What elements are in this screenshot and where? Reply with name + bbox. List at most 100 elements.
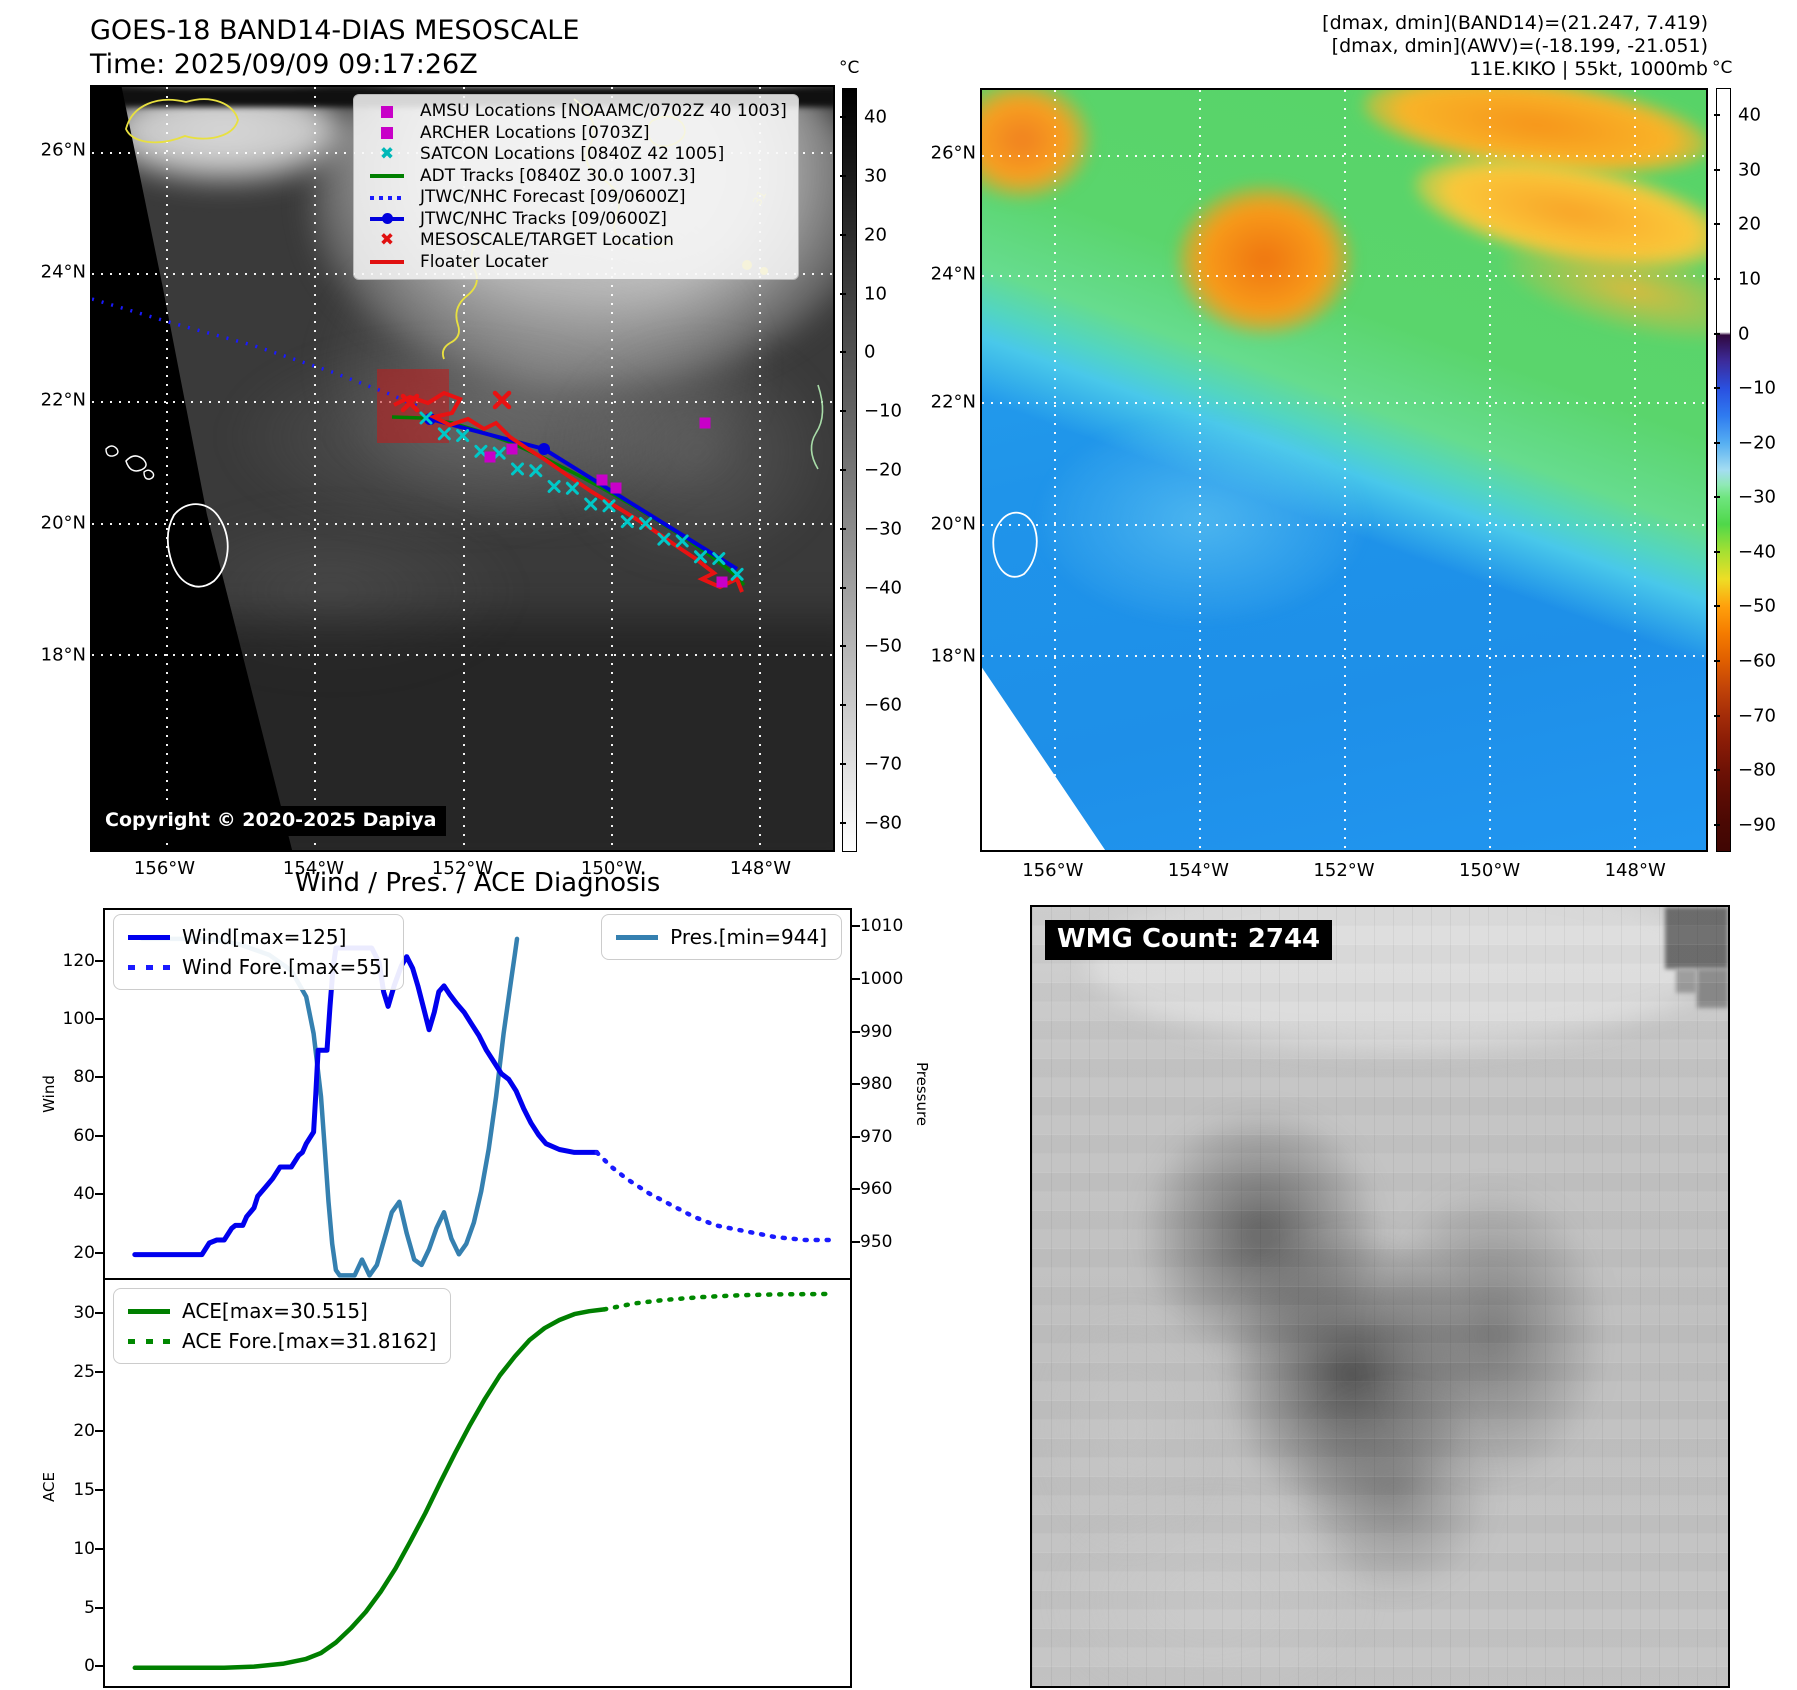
colorbar-tick-label: −60: [864, 694, 902, 716]
colorbar-tick-mark: [840, 762, 846, 765]
offgrid-corner-block: [1696, 969, 1728, 1009]
legend-item-label: ADT Tracks [0840Z 30.0 1007.3]: [420, 165, 696, 186]
colorbar-tick-label: −80: [1738, 759, 1776, 781]
axis-tick-label: 15: [73, 1479, 95, 1500]
colorbar-tick-label: 0: [1738, 323, 1750, 345]
axis-tick-mark: [95, 1371, 103, 1374]
lat-tick-label: 20°N: [40, 512, 86, 534]
colorbar-tick-label: −70: [864, 753, 902, 775]
gridline: [758, 87, 761, 850]
axis-tick-mark: [95, 1193, 103, 1196]
x-marker-icon: ✖: [379, 144, 395, 164]
lat-tick-label: 26°N: [930, 142, 976, 164]
colorbar-tick-label: −50: [1738, 595, 1776, 617]
axis-tick-label: 970: [860, 1126, 893, 1147]
axis-tick-label: 1000: [860, 968, 904, 989]
colorbar-tick-mark: [840, 469, 846, 471]
colorbar-tick-mark: [1714, 496, 1720, 499]
axis-tick-label: 990: [860, 1021, 893, 1042]
ace-legend-label: ACE[max=30.515]: [182, 1299, 368, 1323]
colorbar-tick-mark: [1714, 550, 1720, 553]
colorbar-tick-mark: [1714, 114, 1720, 117]
x-marker: [529, 464, 543, 478]
legend-item: ✖ SATCON Locations [0840Z 42 1005]: [364, 144, 788, 166]
colorbar-tick-label: 20: [1738, 213, 1761, 235]
floater-track: [393, 390, 744, 593]
satcon-markers: [419, 411, 744, 581]
colorbar-tick-mark: [840, 586, 846, 589]
amsu-archer-markers: [484, 417, 728, 588]
wind-line: [132, 945, 600, 1258]
lon-tick-label: 148°W: [1604, 860, 1666, 881]
legend-item: JTWC/NHC Forecast [09/0600Z]: [364, 187, 788, 209]
amsu-location-marker: [484, 451, 496, 463]
wind-legend-label: Wind[max=125]: [182, 925, 347, 949]
left-map-lat-axis: 26°N 24°N 22°N 20°N 18°N: [36, 85, 86, 852]
axis-tick-label: 960: [860, 1179, 893, 1200]
lat-tick-label: 24°N: [40, 261, 86, 283]
axis-tick-label: 30: [73, 1303, 95, 1324]
lon-tick-label: 154°W: [282, 858, 345, 879]
moist-light-patch: [1042, 420, 1362, 620]
ace-chart: ACE[max=30.515] ACE Fore.[max=31.8162]: [103, 1278, 852, 1688]
colorbar-tick-label: −90: [1738, 814, 1776, 836]
axis-tick-label: 25: [73, 1362, 95, 1383]
lon-tick-label: 154°W: [1167, 860, 1229, 881]
axis-tick-label: 40: [73, 1184, 95, 1205]
wind-pressure-plot-area: [132, 936, 834, 1278]
axis-tick-mark: [95, 1547, 103, 1550]
wmg-count-badge: WMG Count: 2744: [1045, 920, 1333, 960]
ace-forecast-legend-label: ACE Fore.[max=31.8162]: [182, 1329, 437, 1353]
ace-plot-area: [132, 1291, 834, 1671]
lon-tick-label: 150°W: [1459, 860, 1521, 881]
colorbar-tick-mark: [1714, 168, 1720, 171]
axis-tick-mark: [95, 1606, 103, 1609]
x-marker: [492, 446, 506, 460]
legend-item-label: MESOSCALE/TARGET Location: [420, 230, 674, 250]
ir-satellite-map: 31 AMSU Locations [NOAAMC/0702Z 40 1003]…: [90, 85, 835, 852]
axis-tick-mark: [852, 1083, 860, 1086]
x-marker: [584, 497, 598, 511]
x-marker: [419, 411, 433, 425]
timestamp: Time: 2025/09/09 09:17:26Z: [90, 49, 478, 80]
colorbar-tick-label: −40: [1738, 541, 1776, 563]
lon-tick-label: 152°W: [431, 858, 494, 879]
colorbar-tick-mark: [1714, 769, 1720, 772]
colorbar-tick-mark: [840, 233, 846, 236]
colorbar-tick-label: −20: [1738, 432, 1776, 454]
legend-item: AMSU Locations [NOAAMC/0702Z 40 1003]: [364, 101, 788, 123]
legend-item: JTWC/NHC Tracks [09/0600Z]: [364, 209, 788, 231]
right-map-lat-axis: 26°N 24°N 22°N 20°N 18°N: [926, 88, 976, 852]
x-marker: [511, 462, 524, 476]
axis-tick-mark: [852, 1030, 860, 1033]
colorbar-tick-label: −10: [1738, 377, 1776, 399]
lon-tick-label: 148°W: [729, 858, 792, 879]
x-marker: [639, 516, 653, 530]
colorbar-tick-label: 0: [864, 341, 876, 363]
colorbar-tick-mark: [1714, 823, 1720, 826]
legend-item: ✖ MESOSCALE/TARGET Location: [364, 230, 788, 252]
x-marker: [492, 390, 512, 410]
colorbar-tick-label: −10: [864, 400, 902, 422]
x-marker: [400, 393, 420, 413]
right-map-lon-axis: 156°W 154°W 152°W 150°W 148°W: [980, 860, 1708, 886]
axis-tick-mark: [852, 925, 860, 928]
gridline: [1488, 90, 1491, 850]
colorbar-tick-label: 30: [864, 165, 887, 187]
axis-tick-mark: [95, 1134, 103, 1137]
x-marker: [547, 479, 561, 493]
storm-id-label: 11E.KIKO | 55kt, 1000mb: [1469, 58, 1708, 80]
colorbar-tick-mark: [840, 116, 846, 119]
hawaii-big-island-coastline: [166, 503, 229, 588]
wind-legend: Wind[max=125] Wind Fore.[max=55]: [113, 914, 405, 990]
colorbar-tick-mark: [1714, 278, 1720, 280]
pressure-axis-label: Pressure: [913, 1061, 932, 1127]
wind-forecast-legend-label: Wind Fore.[max=55]: [182, 955, 390, 979]
gridline: [1344, 90, 1346, 850]
axis-tick-mark: [95, 1312, 103, 1315]
axis-tick-label: 60: [73, 1125, 95, 1146]
axis-tick-mark: [95, 959, 103, 962]
offgrid-corner-block: [1675, 969, 1697, 993]
colorbar-tick-mark: [840, 410, 846, 413]
colorbar-tick-mark: [1714, 387, 1720, 390]
